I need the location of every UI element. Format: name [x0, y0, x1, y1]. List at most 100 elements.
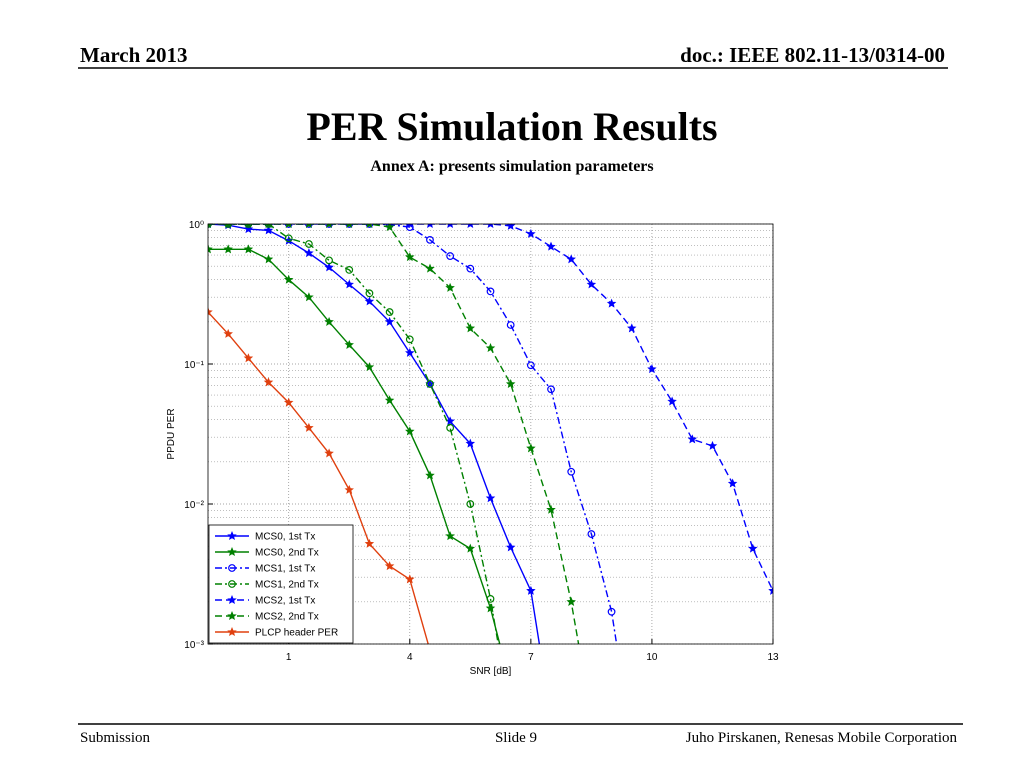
marker	[748, 543, 758, 553]
marker	[425, 263, 435, 273]
marker	[284, 234, 293, 243]
marker	[405, 335, 414, 344]
marker	[506, 321, 515, 329]
legend-label: MCS2, 1st Tx	[255, 596, 315, 607]
marker	[547, 713, 555, 721]
marker	[223, 244, 233, 254]
marker	[324, 262, 334, 272]
marker	[265, 224, 272, 229]
marker	[244, 224, 253, 228]
marker	[566, 254, 576, 264]
series-line	[208, 224, 773, 592]
marker	[486, 287, 495, 296]
marker	[385, 308, 394, 316]
marker	[526, 585, 536, 595]
marker	[628, 739, 635, 746]
marker	[507, 682, 515, 690]
series-line	[208, 224, 499, 644]
marker	[324, 448, 334, 458]
y-tick-label: 10⁻³	[184, 640, 204, 651]
marker	[567, 467, 576, 476]
series-line	[208, 224, 541, 644]
marker	[345, 224, 354, 228]
marker	[345, 266, 354, 274]
marker	[768, 585, 773, 595]
marker	[587, 713, 595, 721]
marker	[227, 595, 237, 605]
marker	[243, 353, 254, 363]
marker	[405, 426, 415, 436]
series-line	[208, 248, 501, 644]
marker	[225, 224, 232, 229]
marker	[208, 224, 211, 229]
marker	[223, 328, 233, 338]
footer-left: Submission	[80, 730, 151, 746]
marker	[687, 434, 698, 444]
marker	[547, 385, 555, 394]
slide-title: PER Simulation Results	[306, 104, 717, 149]
x-tick-label: 1	[286, 652, 292, 663]
slide-subtitle: Annex A: presents simulation parameters	[370, 158, 653, 175]
marker	[208, 244, 213, 254]
marker	[707, 440, 718, 450]
marker	[526, 443, 536, 453]
marker	[365, 224, 374, 228]
marker	[606, 298, 617, 308]
marker	[227, 531, 237, 541]
marker	[228, 564, 236, 572]
marker	[425, 470, 435, 480]
marker	[465, 323, 476, 333]
marker	[243, 244, 254, 254]
marker	[263, 377, 274, 387]
marker	[283, 397, 294, 407]
legend-label: MCS0, 2nd Tx	[255, 548, 319, 559]
marker	[305, 224, 312, 229]
marker	[285, 224, 292, 229]
marker	[566, 596, 576, 606]
marker	[727, 478, 738, 488]
marker	[364, 538, 375, 548]
marker	[283, 274, 294, 284]
footer-center: Slide 9	[495, 730, 537, 746]
marker	[486, 594, 495, 603]
marker	[445, 282, 455, 292]
marker	[627, 323, 637, 333]
plot-layer	[208, 224, 773, 746]
marker	[505, 542, 516, 552]
series-line	[208, 311, 429, 644]
marker	[264, 224, 273, 228]
marker	[344, 279, 354, 289]
marker	[526, 361, 535, 370]
marker	[586, 279, 597, 289]
marker	[364, 296, 375, 306]
marker	[487, 224, 494, 229]
marker	[446, 423, 455, 432]
marker	[485, 493, 496, 503]
marker	[344, 339, 354, 349]
marker	[426, 235, 434, 244]
marker	[384, 224, 395, 232]
y-axis-label: PPDU PER	[166, 408, 177, 459]
series-line	[208, 224, 618, 644]
marker	[546, 241, 556, 251]
y-tick-label: 10⁻¹	[184, 360, 204, 371]
marker	[526, 228, 536, 238]
legend-label: MCS1, 1st Tx	[255, 564, 315, 575]
marker	[446, 252, 455, 260]
legend-label: PLCP header PER	[255, 628, 338, 639]
marker	[405, 252, 415, 262]
y-tick-label: 10⁻²	[184, 500, 204, 511]
y-tick-label: 10⁰	[189, 220, 204, 231]
marker	[546, 504, 556, 514]
marker	[227, 547, 237, 557]
marker	[465, 438, 476, 448]
x-axis-label: SNR [dB]	[470, 666, 512, 677]
legend-label: MCS1, 2nd Tx	[255, 580, 319, 591]
marker	[346, 224, 353, 229]
x-tick-label: 4	[407, 652, 413, 663]
marker	[405, 574, 415, 584]
marker	[325, 224, 333, 228]
marker	[304, 240, 313, 248]
